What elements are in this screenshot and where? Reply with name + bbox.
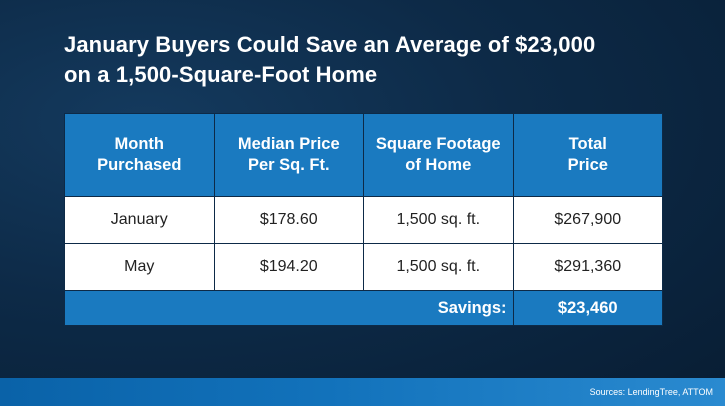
savings-label: Savings: xyxy=(64,290,514,326)
cell-square-footage: 1,500 sq. ft. xyxy=(363,243,514,291)
cell-month: January xyxy=(64,196,215,244)
cell-median-price: $194.20 xyxy=(213,243,364,291)
header-total-price: Total Price xyxy=(512,113,663,197)
table-header-row: Month Purchased Median Price Per Sq. Ft.… xyxy=(64,113,663,197)
cell-square-footage: 1,500 sq. ft. xyxy=(363,196,514,244)
table-row-may: May $194.20 1,500 sq. ft. $291,360 xyxy=(64,243,663,291)
slide-title: January Buyers Could Save an Average of … xyxy=(64,30,595,90)
sources-note: Sources: LendingTree, ATTOM xyxy=(589,387,713,397)
price-comparison-table: Month Purchased Median Price Per Sq. Ft.… xyxy=(64,113,663,326)
title-line-2: on a 1,500-Square-Foot Home xyxy=(64,62,378,87)
savings-row: Savings: $23,460 xyxy=(64,290,663,326)
table-row-january: January $178.60 1,500 sq. ft. $267,900 xyxy=(64,196,663,244)
savings-value: $23,460 xyxy=(512,290,663,326)
title-line-1: January Buyers Could Save an Average of … xyxy=(64,32,596,57)
cell-total-price: $267,900 xyxy=(512,196,663,244)
cell-median-price: $178.60 xyxy=(213,196,364,244)
cell-month: May xyxy=(64,243,215,291)
cell-total-price: $291,360 xyxy=(512,243,663,291)
header-square-footage: Square Footage of Home xyxy=(363,113,514,197)
footer-band xyxy=(0,378,725,406)
header-month-purchased: Month Purchased xyxy=(64,113,215,197)
header-median-price: Median Price Per Sq. Ft. xyxy=(213,113,364,197)
